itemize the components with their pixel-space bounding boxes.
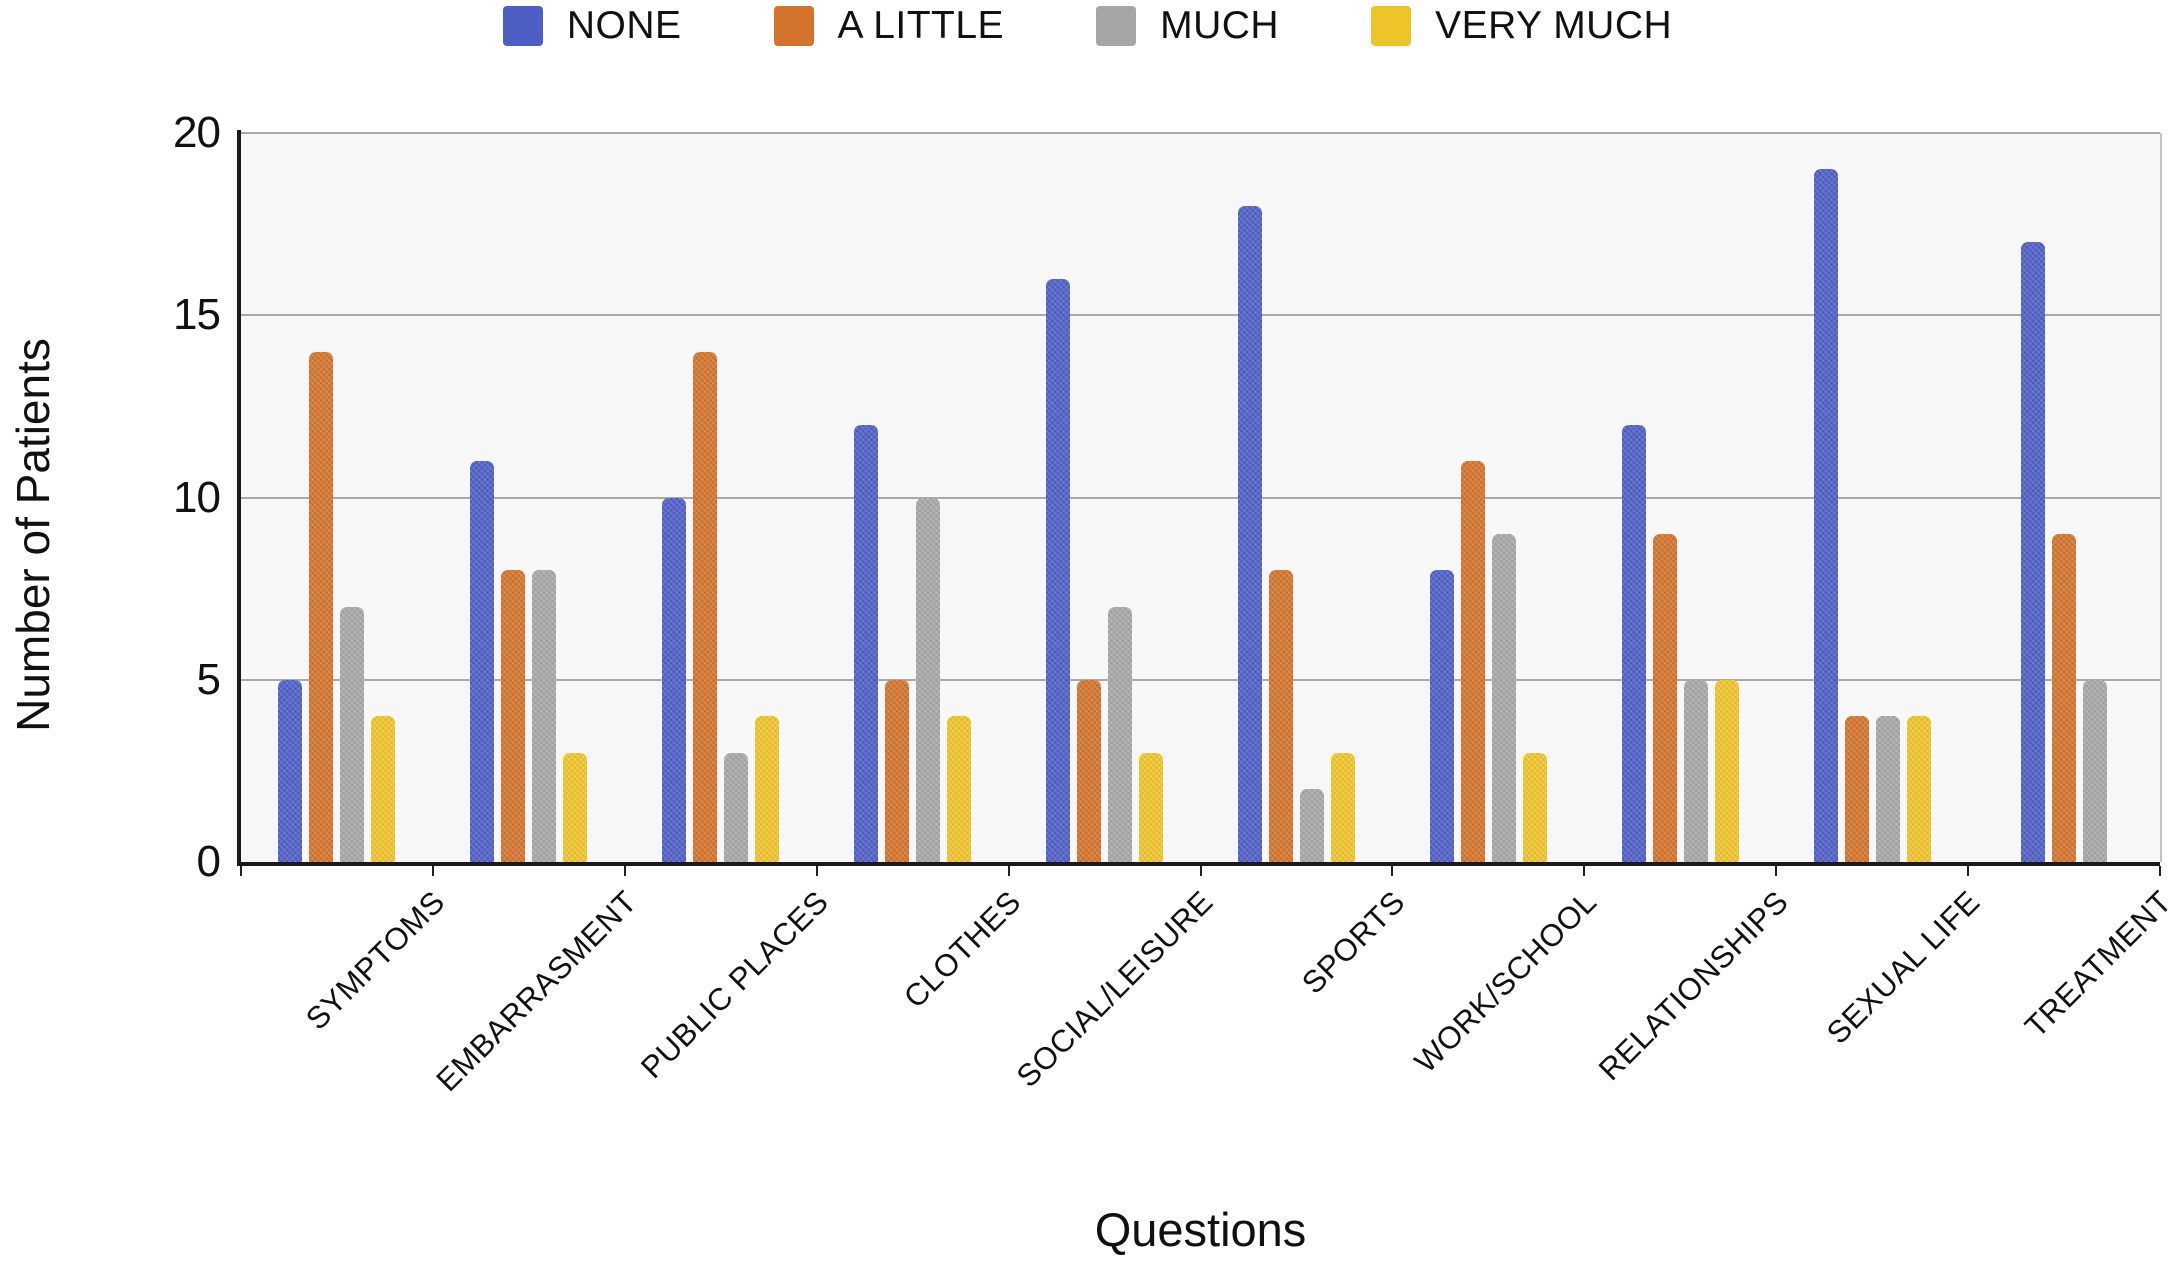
bar-none-public-places [662, 497, 687, 862]
bar-a-little-sports [1268, 570, 1293, 862]
bar-none-work-school [1429, 570, 1454, 862]
bar-a-little-public-places [693, 351, 718, 862]
x-axis-tick [1391, 866, 1394, 876]
legend-item-very-much: VERY MUCH [1371, 4, 1672, 48]
bar-none-relationships [1621, 424, 1646, 862]
x-axis-tick [815, 866, 818, 876]
bar-group-relationships [1584, 133, 1776, 862]
bar-very-much-relationships [1714, 679, 1739, 862]
bar-much-work-school [1491, 533, 1516, 862]
bar-very-much-clothes [947, 716, 972, 862]
x-axis-line [237, 862, 2160, 866]
x-category-label-sexual-life: SEXUAL LIFE [1820, 884, 1987, 1051]
gridline-15 [241, 314, 2160, 317]
y-tick-label-20: 20 [173, 108, 221, 157]
x-axis-tick [1583, 866, 1586, 876]
bar-group-embarrasment [433, 133, 625, 862]
bar-group-public-places [625, 133, 817, 862]
bar-much-sports [1299, 789, 1324, 862]
y-tick-label-15: 15 [173, 290, 221, 340]
bar-very-much-embarrasment [563, 752, 588, 862]
legend-label: NONE [566, 4, 682, 47]
y-axis-line [237, 130, 241, 866]
bar-group-symptoms [241, 133, 433, 862]
bar-very-much-sports [1330, 752, 1355, 862]
legend-swatch-much [1096, 6, 1137, 46]
bar-none-clothes [854, 424, 879, 862]
bar-a-little-sexual-life [1844, 716, 1869, 862]
gridline-20 [241, 132, 2160, 134]
bar-much-clothes [916, 497, 941, 862]
legend-swatch-a-little [773, 6, 814, 46]
bar-none-embarrasment [470, 461, 495, 862]
x-category-label-work-school: WORK/SCHOOL [1407, 884, 1604, 1080]
bar-much-relationships [1683, 679, 1708, 862]
bar-very-much-public-places [755, 716, 780, 862]
x-axis-tick [431, 866, 434, 876]
bar-a-little-social-leisure [1077, 679, 1102, 862]
legend-item-a-little: A LITTLE [773, 4, 1005, 48]
x-category-label-social-leisure: SOCIAL/LEISURE [1009, 884, 1220, 1094]
x-axis-tick [1775, 866, 1778, 876]
legend-swatch-very-much [1371, 6, 1412, 46]
x-category-label-clothes: CLOTHES [896, 884, 1028, 1015]
y-axis-title: Number of Patients [0, 170, 66, 899]
legend-swatch-none [502, 6, 543, 46]
bar-none-social-leisure [1046, 278, 1071, 862]
x-axis-tick [1007, 866, 1010, 876]
y-axis-title-text: Number of Patients [7, 337, 59, 732]
bar-none-sexual-life [1813, 169, 1838, 862]
x-category-label-embarrasment: EMBARRASMENT [429, 884, 644, 1099]
bar-a-little-symptoms [309, 351, 334, 862]
x-category-label-sports: SPORTS [1294, 884, 1412, 1001]
x-category-label-relationships: RELATIONSHIPS [1591, 884, 1795, 1088]
chart-legend: NONE A LITTLE MUCH VERY MUCH [0, 4, 2175, 48]
bar-a-little-relationships [1652, 533, 1677, 862]
bar-group-sports [1201, 133, 1393, 862]
bar-none-symptoms [278, 679, 303, 862]
x-category-label-public-places: PUBLIC PLACES [634, 884, 836, 1086]
x-axis-tick [240, 866, 242, 876]
bar-group-social-leisure [1009, 133, 1201, 862]
legend-label: MUCH [1160, 4, 1280, 47]
bar-none-treatment [2021, 242, 2046, 862]
bar-group-treatment [1968, 133, 2160, 862]
bar-very-much-work-school [1522, 752, 1547, 862]
legend-label: VERY MUCH [1435, 4, 1673, 47]
gridline-5 [241, 678, 2160, 681]
x-axis-tick [1967, 866, 1970, 876]
bar-none-sports [1237, 205, 1262, 862]
y-tick-label-5: 5 [196, 654, 221, 704]
bar-very-much-social-leisure [1139, 752, 1164, 862]
bar-a-little-clothes [885, 679, 910, 862]
bar-group-sexual-life [1776, 133, 1968, 862]
bar-a-little-embarrasment [501, 570, 526, 862]
bar-much-public-places [724, 752, 749, 862]
bar-group-clothes [817, 133, 1009, 862]
bar-very-much-sexual-life [1906, 716, 1931, 862]
bar-much-symptoms [340, 606, 365, 862]
bar-a-little-work-school [1460, 461, 1485, 862]
x-category-label-treatment: TREATMENT [2018, 884, 2175, 1045]
bar-much-sexual-life [1875, 716, 1900, 862]
gridline-10 [241, 496, 2160, 499]
bar-very-much-symptoms [371, 716, 396, 862]
y-tick-label-0: 0 [196, 837, 221, 886]
x-axis-tick [2159, 866, 2161, 876]
bar-a-little-treatment [2052, 533, 2077, 862]
plot-area [241, 132, 2162, 862]
y-tick-label-10: 10 [173, 472, 221, 522]
x-axis-title: Questions [1094, 1203, 1307, 1256]
bar-much-embarrasment [532, 570, 557, 862]
legend-item-much: MUCH [1096, 4, 1279, 48]
x-category-label-symptoms: SYMPTOMS [299, 884, 452, 1037]
x-axis-tick [623, 866, 626, 876]
x-axis-tick [1199, 866, 1202, 876]
legend-label: A LITTLE [837, 4, 1005, 47]
legend-item-none: NONE [502, 4, 682, 48]
bar-group-work-school [1392, 133, 1584, 862]
bar-much-treatment [2083, 679, 2108, 862]
bar-much-social-leisure [1108, 606, 1133, 862]
